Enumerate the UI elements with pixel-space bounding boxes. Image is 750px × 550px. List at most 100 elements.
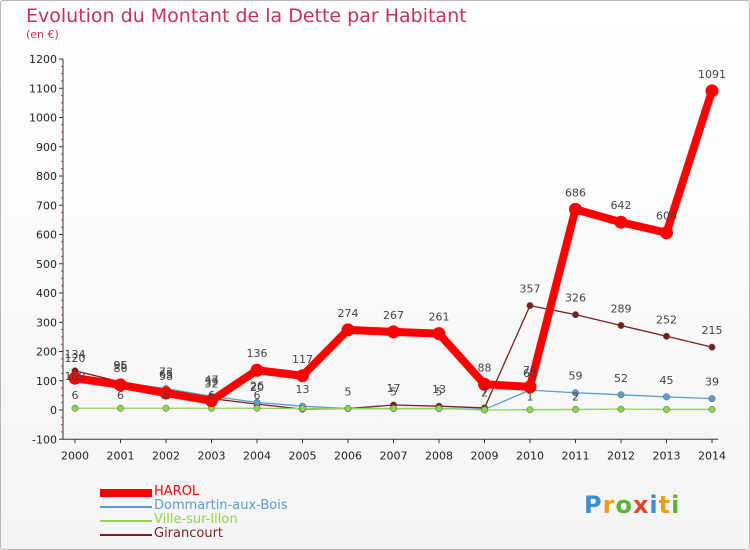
data-label: 45	[660, 374, 674, 387]
data-point	[390, 405, 397, 412]
y-tick-label: 200	[36, 346, 57, 359]
data-point	[478, 377, 491, 391]
y-tick-label: -100	[32, 433, 57, 446]
data-label: 252	[656, 313, 677, 326]
data-point	[341, 323, 355, 337]
y-tick-label: 500	[36, 258, 57, 271]
data-label: 109	[65, 370, 86, 383]
y-tick-label: 800	[36, 170, 57, 183]
data-label: 32	[205, 378, 219, 391]
data-label: 68	[523, 367, 537, 380]
x-tick-label: 2007	[380, 449, 408, 462]
data-label: 65	[159, 368, 173, 381]
data-label: 95	[114, 359, 128, 372]
data-point	[617, 405, 625, 413]
data-point	[387, 325, 400, 339]
legend-label: Ville-sur-Illon	[154, 512, 238, 527]
x-tick-label: 2004	[243, 449, 271, 462]
x-tick-label: 2011	[562, 449, 590, 462]
data-point	[705, 84, 719, 98]
legend-label: Girancourt	[154, 526, 224, 541]
data-label: 267	[383, 309, 404, 322]
data-point	[572, 389, 579, 397]
data-point	[660, 226, 673, 240]
data-point	[572, 405, 579, 413]
data-point	[253, 404, 261, 412]
data-label: 39	[705, 376, 719, 389]
data-label: 5	[390, 386, 397, 399]
x-tick-label: 2003	[198, 449, 226, 462]
data-label: 215	[702, 324, 723, 337]
legend-label: HAROL	[154, 484, 200, 499]
data-point	[708, 405, 716, 413]
data-label: 6	[163, 389, 170, 402]
data-label: 120	[65, 352, 86, 365]
data-point	[114, 378, 127, 392]
x-tick-label: 2009	[471, 449, 499, 462]
data-point	[71, 404, 79, 412]
chart-subtitle: (en €)	[26, 28, 59, 41]
legend-swatch	[100, 506, 152, 508]
data-point	[344, 405, 352, 412]
data-point	[162, 404, 170, 412]
data-point	[159, 386, 173, 400]
x-tick-label: 2002	[152, 449, 180, 462]
data-point	[68, 371, 82, 385]
data-label: 26	[250, 379, 264, 392]
data-point	[614, 215, 628, 229]
data-label: 86	[114, 362, 128, 375]
data-label: 686	[565, 186, 586, 199]
data-label: 117	[292, 353, 313, 366]
x-tick-label: 2010	[516, 449, 544, 462]
data-point	[663, 332, 670, 340]
data-label: 58	[159, 370, 173, 383]
data-point	[435, 405, 443, 412]
data-label: 274	[338, 307, 359, 320]
data-label: 326	[565, 292, 586, 305]
data-point	[569, 202, 582, 216]
data-label: 606	[656, 210, 677, 223]
data-label: 13	[296, 383, 310, 396]
data-label: 642	[611, 199, 632, 212]
y-tick-label: 900	[36, 141, 57, 154]
x-tick-label: 2006	[334, 449, 362, 462]
data-label: 261	[429, 311, 450, 324]
data-label: 17	[387, 382, 401, 395]
y-tick-label: 300	[36, 316, 57, 329]
y-tick-label: 1100	[29, 82, 57, 95]
data-label: 73	[159, 366, 173, 379]
data-point	[617, 322, 625, 329]
data-label: 134	[65, 348, 86, 361]
y-tick-label: 400	[36, 287, 57, 300]
data-label: 52	[614, 372, 628, 385]
data-label: 357	[520, 283, 541, 296]
data-label: 88	[478, 361, 492, 374]
data-label: 96	[114, 359, 128, 372]
data-point	[708, 343, 716, 351]
data-point	[663, 393, 670, 401]
y-tick-label: 1200	[29, 53, 57, 66]
data-point	[299, 405, 306, 412]
data-label: 7	[481, 385, 488, 398]
data-point	[481, 406, 488, 414]
y-tick-label: 600	[36, 229, 57, 242]
data-label: 136	[247, 347, 268, 360]
data-point	[432, 327, 446, 341]
data-label: 47	[205, 373, 219, 386]
y-tick-label: 1000	[29, 112, 57, 125]
data-label: 79	[523, 364, 537, 377]
legend-label: Dommartin-aux-Bois	[154, 498, 288, 513]
data-label: 6	[208, 389, 215, 402]
data-label: 2	[572, 390, 579, 403]
data-point	[708, 395, 716, 403]
data-point	[296, 369, 309, 383]
series-line-harol	[74, 89, 716, 405]
chart-title: Evolution du Montant de la Dette par Hab…	[26, 5, 467, 27]
data-point	[117, 404, 124, 412]
data-label: 5	[436, 386, 443, 399]
x-tick-label: 2005	[289, 449, 317, 462]
y-tick-label: 700	[36, 199, 57, 212]
x-tick-label: 2000	[61, 449, 89, 462]
x-tick-label: 2001	[107, 449, 135, 462]
x-tick-label: 2013	[653, 449, 681, 462]
